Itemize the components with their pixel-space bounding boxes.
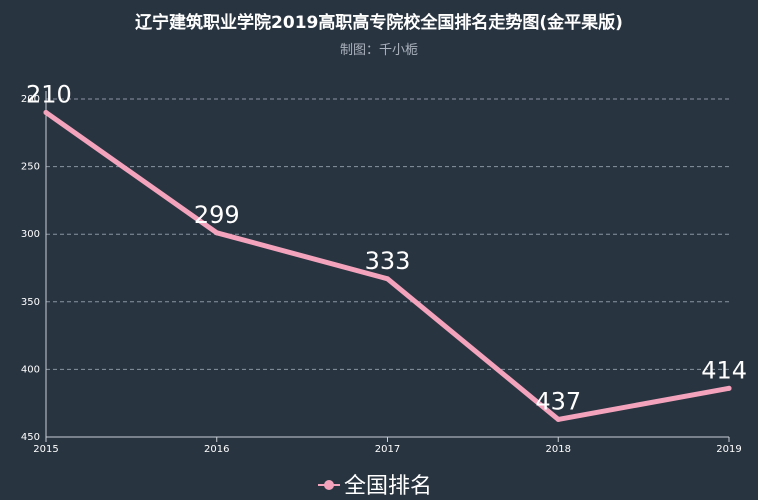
data-point — [43, 110, 49, 116]
y-tick-label: 250 — [21, 162, 40, 173]
y-tick-label: 350 — [21, 297, 40, 308]
x-tick-label: 2018 — [546, 444, 571, 455]
y-tick-label: 450 — [21, 432, 40, 443]
legend-circle-icon — [324, 480, 334, 490]
data-point — [214, 230, 220, 236]
y-tick-label: 300 — [21, 229, 40, 240]
y-tick-label: 200 — [21, 94, 40, 105]
data-label: 210 — [26, 81, 72, 109]
grid-lines — [46, 98, 729, 370]
data-point — [726, 385, 732, 391]
x-tick-label: 2016 — [204, 444, 229, 455]
data-label: 333 — [365, 247, 411, 275]
data-point — [555, 416, 561, 422]
chart-title: 辽宁建筑职业学院2019高职高专院校全国排名走势图(金平果版) — [135, 12, 623, 33]
chart-subtitle: 制图：千小栀 — [340, 43, 418, 58]
x-tick-label: 2019 — [716, 444, 741, 455]
series-layer — [43, 110, 732, 422]
legend-label: 全国排名 — [344, 474, 432, 499]
y-tick-label: 400 — [21, 364, 40, 375]
x-tick-label: 2017 — [375, 444, 400, 455]
x-axis-ticks: 2015 2016 2017 2018 2019 — [33, 437, 742, 455]
data-labels: 210 299 333 437 414 — [26, 81, 747, 416]
y-axis-ticks: 200 250 300 350 400 450 — [21, 94, 40, 443]
data-point — [385, 276, 390, 282]
data-label: 299 — [194, 201, 240, 229]
legend[interactable]: 全国排名 — [318, 474, 432, 499]
x-tick-label: 2015 — [33, 444, 58, 455]
data-label: 414 — [701, 356, 747, 384]
data-label: 437 — [535, 387, 581, 415]
